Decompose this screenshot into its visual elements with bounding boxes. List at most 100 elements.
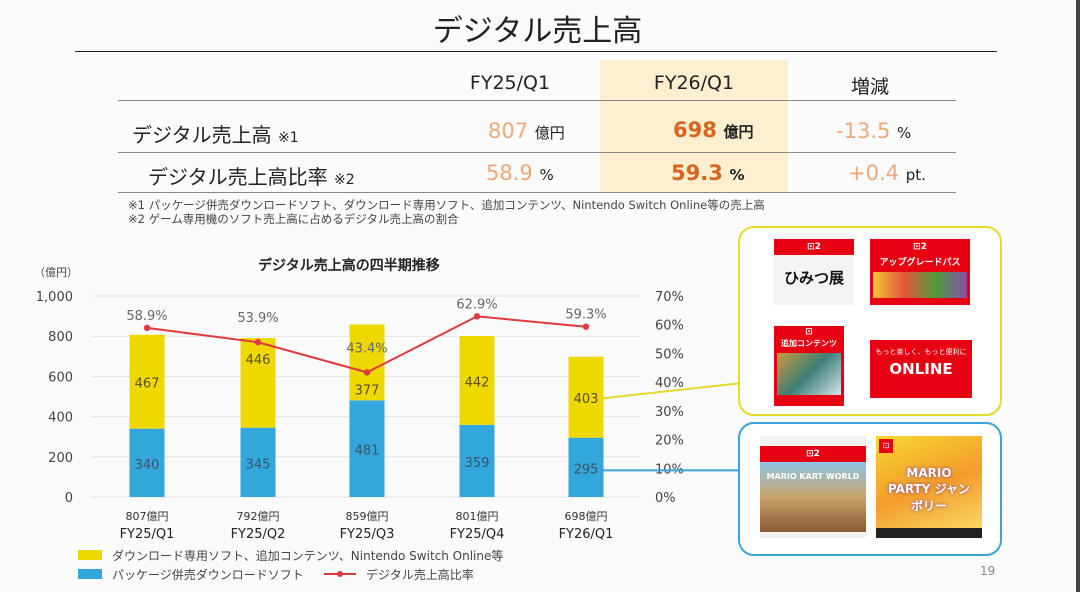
change-digital-ratio: +0.4 pt. xyxy=(848,161,926,185)
y2-tick-label: 0% xyxy=(655,491,676,506)
legend-item-package: パッケージ併売ダウンロードソフト xyxy=(78,566,304,582)
legend-swatch-yellow xyxy=(78,550,102,560)
bar-label-package: 295 xyxy=(574,462,599,477)
prev-digital-sales: 807 億円 xyxy=(488,119,565,143)
ratio-point xyxy=(363,369,371,376)
row-label-digital-sales: デジタル売上高 ※1 xyxy=(132,119,299,148)
y2-tick-label: 60% xyxy=(655,319,684,334)
table-rule xyxy=(118,152,956,153)
cur-digital-sales: 698 億円 xyxy=(673,118,754,142)
unit: 億円 xyxy=(723,123,754,141)
bar-download-only-FY25/Q3 xyxy=(349,324,385,401)
product-card-upgrade-pass: ⊡2 アップグレードパス xyxy=(870,239,970,305)
table-rule xyxy=(118,100,956,101)
x-tick-label: FY25/Q2 xyxy=(231,527,286,542)
value: 698 xyxy=(673,118,717,142)
bar-label-download-only: 446 xyxy=(246,353,271,368)
product-card-mario-party: ⊡ MARIO PARTY ジャンボリー xyxy=(876,436,982,538)
card-text: 追加コンテンツ xyxy=(781,339,837,348)
bar-package-FY25/Q1 xyxy=(129,428,165,497)
row-label-text: デジタル売上高比率 xyxy=(148,165,328,189)
total-label: 792億円 xyxy=(237,510,280,523)
total-label: 807億円 xyxy=(126,510,169,523)
ratio-label: 62.9% xyxy=(456,297,497,312)
card-footer xyxy=(876,528,982,538)
title-divider xyxy=(75,51,997,52)
bar-package-FY25/Q2 xyxy=(240,427,276,497)
ratio-label: 43.4% xyxy=(346,341,387,356)
product-card-add-on: ⊡ 追加コンテンツ xyxy=(774,326,844,406)
change-digital-sales: -13.5 % xyxy=(836,119,911,143)
y-tick-label: 0 xyxy=(65,491,73,506)
ratio-label: 53.9% xyxy=(237,311,278,326)
bar-label-download-only: 403 xyxy=(574,392,599,407)
bar-label-package: 359 xyxy=(465,456,490,471)
cur-digital-ratio: 59.3 % xyxy=(671,161,745,185)
legend-line-marker-icon xyxy=(324,571,356,577)
card-tagline: もっと楽しく、もっと便利に xyxy=(875,348,967,356)
card-text: MARIO PARTY ジャンボリー xyxy=(887,466,971,513)
bar-label-package: 481 xyxy=(355,444,380,459)
legend-label: パッケージ併売ダウンロードソフト xyxy=(112,567,304,582)
y2-tick-label: 70% xyxy=(655,290,684,305)
connector-download-only xyxy=(603,382,741,400)
page-number: 19 xyxy=(980,564,996,578)
total-label: 859億円 xyxy=(346,510,389,523)
row-label-digital-ratio: デジタル売上高比率 ※2 xyxy=(148,161,355,190)
chart-title: デジタル売上高の四半期推移 xyxy=(258,258,440,274)
card-text: ひみつ展 xyxy=(783,269,844,287)
legend-item-ratio: デジタル売上高比率 xyxy=(322,566,474,582)
switch-logo-icon: ⊡ xyxy=(774,326,844,338)
bar-package-FY26/Q1 xyxy=(568,437,604,497)
col-header-prev: FY25/Q1 xyxy=(469,72,551,94)
bar-download-only-FY25/Q4 xyxy=(459,335,495,425)
row-note: ※2 xyxy=(333,172,355,188)
legend-label: ダウンロード専用ソフト、追加コンテンツ、Nintendo Switch Onli… xyxy=(112,548,504,563)
package-download-products-panel: ⊡2 MARIO KART WORLD ⊡ MARIO PARTY ジャンボリー xyxy=(738,422,1002,556)
unit: % xyxy=(729,166,745,184)
footnotes: ※1 パッケージ併売ダウンロードソフト、ダウンロード専用ソフト、追加コンテンツ、… xyxy=(128,198,765,226)
row-label-text: デジタル売上高 xyxy=(132,123,272,147)
product-card-mario-kart: ⊡2 MARIO KART WORLD xyxy=(760,436,866,538)
unit: pt. xyxy=(905,166,926,184)
y-tick-label: 600 xyxy=(48,370,73,385)
x-tick-label: FY25/Q1 xyxy=(120,527,175,542)
bar-label-download-only: 467 xyxy=(135,377,160,392)
bar-label-download-only: 377 xyxy=(355,383,380,398)
footnote-2: ※2 ゲーム専用機のソフト売上高に占めるデジタル売上高の割合 xyxy=(128,212,459,226)
ratio-point xyxy=(582,323,590,330)
value: 807 xyxy=(488,119,529,143)
unit: % xyxy=(897,124,912,142)
ratio-point xyxy=(143,324,151,332)
bar-package-FY25/Q4 xyxy=(459,424,495,497)
legend-swatch-blue xyxy=(78,569,102,579)
switch2-logo-icon: ⊡2 xyxy=(774,239,854,255)
slide-title: デジタル売上高 xyxy=(432,14,643,49)
y2-tick-label: 30% xyxy=(655,405,684,420)
total-label: 698億円 xyxy=(565,510,608,523)
bar-download-only-FY25/Q2 xyxy=(240,338,276,428)
prev-digital-ratio: 58.9 % xyxy=(486,161,554,185)
window-edge xyxy=(1076,0,1080,592)
bar-label-download-only: 442 xyxy=(465,375,490,390)
highlight-column xyxy=(600,60,788,192)
switch2-logo-icon: ⊡2 xyxy=(870,239,970,255)
y-tick-label: 800 xyxy=(48,330,73,345)
total-label: 801億円 xyxy=(456,510,499,523)
y-tick-label: 200 xyxy=(48,451,73,466)
ratio-label: 58.9% xyxy=(126,309,167,324)
row-note: ※1 xyxy=(277,130,299,146)
x-tick-label: FY26/Q1 xyxy=(559,527,614,542)
bar-label-package: 340 xyxy=(135,458,160,473)
switch-logo-icon: ⊡ xyxy=(879,439,893,453)
ratio-point xyxy=(473,313,481,320)
card-hanger xyxy=(760,436,866,446)
product-card-himitsu: ⊡2 ひみつ展 xyxy=(774,239,854,305)
ratio-label: 59.3% xyxy=(565,308,606,323)
download-only-products-panel: ⊡2 ひみつ展 ⊡2 アップグレードパス ⊡ 追加コンテンツ もっと楽しく、もっ… xyxy=(738,226,1002,416)
legend-item-download-only: ダウンロード専用ソフト、追加コンテンツ、Nintendo Switch Onli… xyxy=(78,547,503,563)
footnote-1: ※1 パッケージ併売ダウンロードソフト、ダウンロード専用ソフト、追加コンテンツ、… xyxy=(128,198,765,212)
switch2-logo-icon: ⊡2 xyxy=(760,446,866,462)
value: 58.9 xyxy=(486,161,533,185)
